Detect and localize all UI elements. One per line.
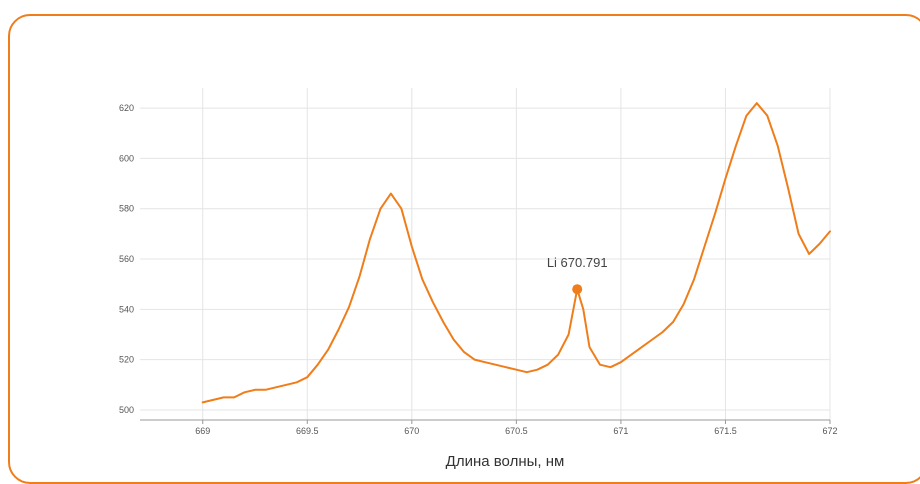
y-tick-label: 560: [119, 254, 134, 264]
y-tick-label: 500: [119, 405, 134, 415]
x-tick-label: 669: [195, 426, 210, 436]
peak-marker: [572, 284, 583, 295]
x-tick-label: 670: [404, 426, 419, 436]
chart-card: [8, 14, 920, 484]
y-tick-label: 540: [119, 304, 134, 314]
y-tick-label: 620: [119, 103, 134, 113]
grid-lines: [140, 88, 831, 420]
y-axis: 500 520 540 560 580 600 620: [119, 103, 134, 415]
x-tick-label: 671: [613, 426, 628, 436]
x-axis-label: Длина волны, нм: [446, 453, 565, 470]
peak-annotation: Li 670.791: [547, 255, 608, 270]
spectrum-line: [201, 102, 831, 404]
x-tick-label: 670.5: [505, 426, 528, 436]
y-tick-label: 600: [119, 153, 134, 163]
x-axis: 669 669.5 670 670.5 671 671.5 672: [140, 419, 838, 436]
x-tick-label: 671.5: [714, 426, 737, 436]
y-tick-label: 520: [119, 355, 134, 365]
x-tick-label: 672: [822, 426, 837, 436]
y-tick-label: 580: [119, 204, 134, 214]
x-tick-label: 669.5: [296, 426, 319, 436]
